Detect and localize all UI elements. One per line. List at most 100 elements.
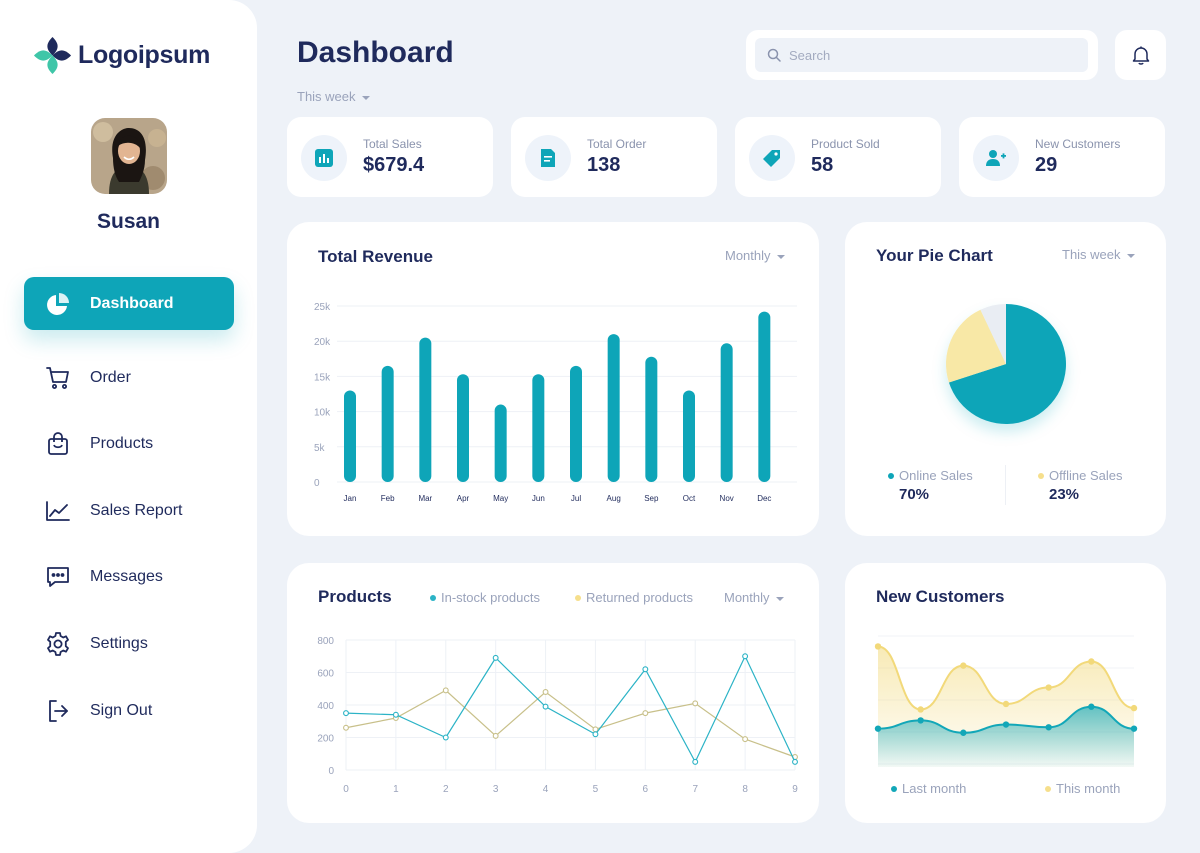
search-bar [746,30,1098,80]
data-point [1045,684,1052,691]
stat-value: 138 [587,154,621,176]
y-tick-label: 15k [314,372,331,383]
data-point [642,666,649,673]
stat-card-total-order[interactable]: Total Order 138 [511,117,717,197]
period-dropdown[interactable]: This week [297,89,370,104]
search-input[interactable] [789,47,1069,63]
avatar-photo [91,118,167,194]
x-tick-label: 6 [643,784,649,795]
stat-icon-wrap [301,135,347,181]
data-point [960,662,967,669]
data-point [692,758,699,765]
sidebar-item-label: Sales Report [90,501,183,519]
data-point [874,643,882,650]
legend-offline-sales: Offline Sales [1038,468,1122,483]
bar [532,374,545,482]
chevron-down-icon [775,596,784,601]
stat-card-product-sold[interactable]: Product Sold 58 [735,117,941,197]
y-tick-label: 25k [314,302,331,313]
pie-group [946,304,1066,424]
bar-chart-icon [315,149,333,167]
data-point [1088,703,1095,710]
data-point [742,653,749,660]
legend-returned: Returned products [575,590,693,605]
sales-pie-chart [946,304,1066,424]
pie-period-dropdown[interactable]: This week [1062,247,1135,262]
x-tick-label: 0 [343,784,349,795]
products-panel: Products In-stock products Returned prod… [287,563,819,823]
x-tick-label: 1 [393,784,399,795]
data-point [917,717,924,724]
legend-last-month: Last month [891,781,966,796]
cart-icon [46,367,69,389]
products-period-dropdown[interactable]: Monthly [724,590,784,605]
sidebar-item-products[interactable]: Products [24,417,234,470]
legend-label: This month [1056,781,1121,796]
pie-panel: Your Pie Chart This week Online Sales 70… [845,222,1166,536]
stat-label: Total Sales [363,137,422,151]
pie-slice [980,304,1006,364]
data-point [792,758,798,765]
stat-card-new-customers[interactable]: New Customers 29 [959,117,1165,197]
stat-value: 29 [1035,154,1058,176]
legend-in-stock: In-stock products [430,590,540,605]
y-tick-label: 20k [314,337,331,348]
revenue-bar-chart: 0 5k 10k 15k 20k 25k Jan Feb Mar Apr May Jun Jul Aug S… [314,302,797,503]
logo[interactable]: Logoipsum [33,36,210,75]
x-tick-label: Apr [457,494,470,503]
legend-label: Offline Sales [1049,468,1123,483]
bar [758,311,771,482]
stat-value: $679.4 [363,154,425,176]
y-tick-label: 5k [314,443,326,454]
stat-label: New Customers [1035,137,1121,151]
y-tick-label: 200 [317,734,334,745]
chevron-down-icon [776,254,785,259]
sidebar-item-messages[interactable]: Messages [24,550,234,603]
sidebar-item-label: Dashboard [90,294,174,312]
legend-dot [575,594,581,601]
revenue-period-dropdown[interactable]: Monthly [725,248,785,263]
x-tick-label: Jun [532,494,545,503]
avatar[interactable] [91,118,167,194]
sidebar-item-sign-out[interactable]: Sign Out [24,684,234,737]
bar [457,374,469,482]
notifications-button[interactable] [1115,30,1166,80]
bar [419,337,432,482]
sidebar-item-dashboard[interactable]: Dashboard [24,277,234,330]
x-tick-label: Nov [720,494,734,503]
sign-out-icon [49,700,68,722]
gear-icon [47,632,69,656]
x-tick-label: Feb [381,494,395,503]
sidebar-item-label: Settings [90,634,148,652]
x-tick-label: 2 [443,784,449,795]
data-point [542,703,549,710]
search-box[interactable] [755,38,1088,72]
customers-title: New Customers [876,587,1005,606]
data-point [1002,700,1010,708]
customers-panel: New Customers Last month This month [845,563,1166,823]
revenue-title: Total Revenue [318,247,433,266]
bar [683,390,695,482]
add-user-icon [986,150,1006,166]
sidebar-item-sales-report[interactable]: Sales Report [24,484,234,537]
products-line-chart: 0 200 400 600 800 0 1 2 3 4 5 6 7 8 9 [317,636,798,795]
x-tick-label: Sep [644,494,659,503]
sidebar-item-settings[interactable]: Settings [24,617,234,670]
bar [607,334,620,482]
series-line [345,654,796,764]
stat-card-total-sales[interactable]: Total Sales $679.4 [287,117,493,197]
x-tick-label: 5 [593,784,599,795]
revenue-panel: Total Revenue Monthly 0 5k 10k 15k 20k 25k Jan… [287,222,819,536]
stat-label: Total Order [587,137,647,151]
legend-dot [1038,472,1044,479]
y-tick-label: 800 [317,636,334,647]
stat-icon-wrap [973,135,1019,181]
legend-label: In-stock products [441,590,540,605]
stat-icon-wrap [525,135,571,181]
x-tick-label: Mar [418,494,432,503]
legend-this-month: This month [1045,781,1120,796]
data-point [392,711,399,718]
sidebar-item-order[interactable]: Order [24,351,234,404]
legend-dot [891,785,897,792]
products-period-label: Monthly [724,590,770,605]
